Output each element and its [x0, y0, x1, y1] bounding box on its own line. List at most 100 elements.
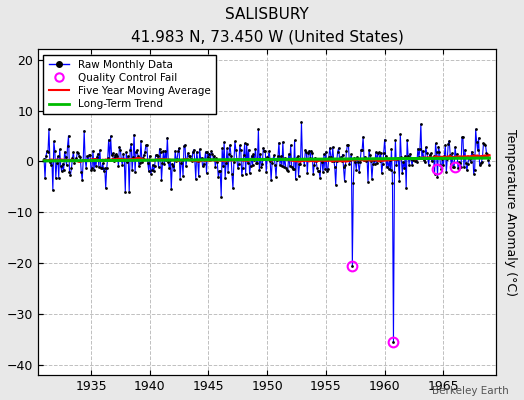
- Point: [413, 159, 421, 165]
- Point: [429, 153, 438, 160]
- Point: [396, 131, 405, 138]
- Point: [280, 164, 288, 170]
- Point: [162, 157, 171, 164]
- Point: [111, 152, 119, 158]
- Point: [175, 145, 183, 152]
- Point: [265, 148, 274, 154]
- Point: [340, 164, 348, 170]
- Point: [352, 166, 361, 173]
- Point: [423, 155, 432, 161]
- Point: [457, 164, 465, 170]
- Point: [410, 156, 418, 162]
- Point: [425, 152, 434, 158]
- Point: [236, 147, 245, 153]
- Point: [437, 165, 445, 172]
- Point: [114, 163, 123, 169]
- Point: [50, 138, 58, 145]
- Point: [311, 154, 319, 161]
- Point: [328, 158, 336, 164]
- Point: [212, 155, 221, 162]
- Point: [333, 149, 342, 155]
- Point: [188, 158, 196, 164]
- Point: [452, 154, 460, 160]
- Point: [47, 162, 55, 168]
- Point: [429, 155, 437, 161]
- Point: [245, 170, 254, 176]
- Point: [80, 127, 89, 134]
- Point: [135, 163, 143, 170]
- Point: [209, 156, 217, 162]
- Point: [107, 152, 116, 159]
- Point: [322, 148, 330, 155]
- Point: [478, 153, 487, 159]
- Point: [96, 164, 105, 171]
- Point: [331, 163, 339, 170]
- Point: [440, 152, 449, 159]
- Point: [381, 152, 390, 159]
- Point: [90, 167, 98, 173]
- Point: [67, 172, 75, 178]
- Point: [235, 160, 243, 167]
- Point: [231, 138, 239, 145]
- Point: [400, 165, 408, 171]
- Point: [325, 154, 333, 160]
- Point: [192, 148, 201, 155]
- Point: [318, 159, 326, 165]
- Point: [358, 146, 366, 153]
- Point: [172, 157, 180, 164]
- Point: [368, 176, 376, 182]
- Point: [417, 121, 425, 127]
- Point: [189, 149, 197, 155]
- Point: [184, 150, 192, 156]
- Point: [373, 160, 381, 167]
- Point: [216, 168, 224, 175]
- Point: [451, 144, 460, 150]
- Point: [165, 165, 173, 172]
- Point: [296, 161, 304, 168]
- Point: [118, 162, 126, 168]
- Point: [117, 157, 126, 164]
- Point: [148, 167, 156, 174]
- Point: [348, 262, 356, 269]
- Point: [430, 171, 439, 177]
- Point: [263, 154, 271, 160]
- Point: [176, 175, 184, 182]
- Point: [43, 148, 51, 154]
- Point: [389, 339, 398, 345]
- Point: [232, 146, 240, 153]
- Point: [223, 145, 231, 152]
- Point: [111, 154, 119, 160]
- Point: [330, 158, 338, 164]
- Point: [92, 163, 100, 170]
- Point: [283, 168, 292, 174]
- Point: [388, 180, 397, 186]
- Point: [85, 152, 93, 158]
- Point: [461, 146, 469, 153]
- Point: [350, 155, 358, 162]
- Point: [62, 162, 71, 168]
- Point: [393, 156, 401, 162]
- Point: [275, 140, 283, 146]
- Point: [476, 160, 485, 166]
- Point: [302, 149, 311, 155]
- Point: [152, 152, 161, 158]
- Point: [149, 168, 158, 174]
- Point: [422, 144, 430, 150]
- Point: [102, 185, 110, 191]
- Point: [444, 141, 452, 147]
- Point: [157, 177, 166, 183]
- Point: [288, 166, 297, 172]
- Point: [317, 157, 325, 164]
- Point: [307, 148, 315, 154]
- Point: [319, 169, 327, 175]
- Point: [377, 150, 385, 156]
- Point: [398, 170, 407, 176]
- Point: [445, 137, 453, 144]
- Point: [278, 163, 286, 170]
- Point: [471, 166, 479, 173]
- Point: [340, 178, 348, 184]
- Point: [244, 146, 253, 153]
- Point: [456, 160, 464, 166]
- Point: [463, 167, 471, 174]
- Point: [313, 164, 321, 171]
